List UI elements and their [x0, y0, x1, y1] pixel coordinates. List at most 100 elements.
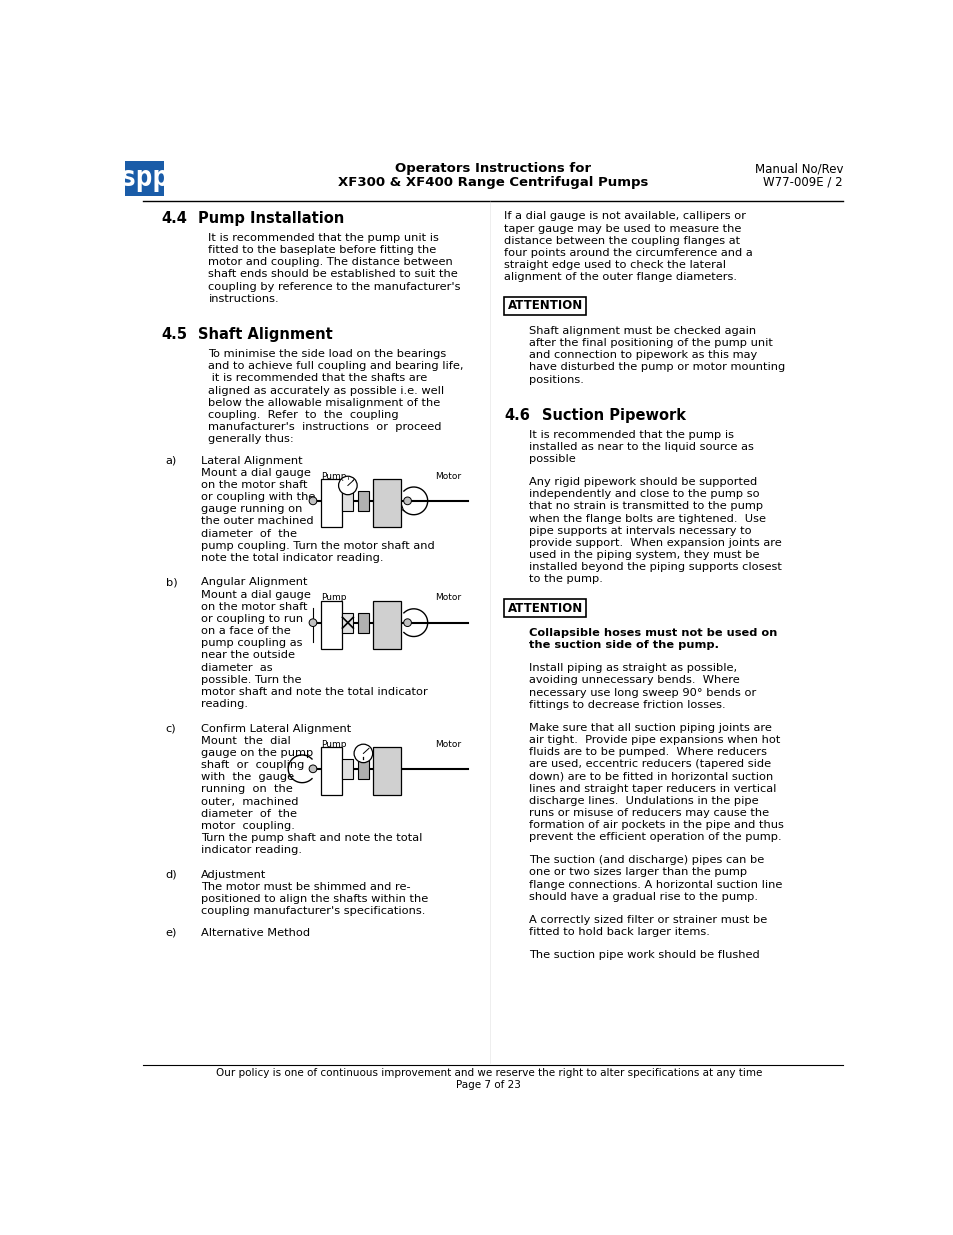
Text: Turn the pump shaft and note the total: Turn the pump shaft and note the total	[200, 834, 421, 844]
Bar	[504, 599, 585, 618]
Text: ATTENTION: ATTENTION	[507, 299, 582, 312]
Text: coupling by reference to the manufacturer's: coupling by reference to the manufacture…	[208, 282, 460, 291]
Circle shape	[309, 619, 316, 626]
Text: fluids are to be pumped.  Where reducers: fluids are to be pumped. Where reducers	[529, 747, 766, 757]
Text: taper gauge may be used to measure the: taper gauge may be used to measure the	[504, 224, 741, 233]
Text: after the final positioning of the pump unit: after the final positioning of the pump …	[529, 338, 772, 348]
Text: avoiding unnecessary bends.  Where: avoiding unnecessary bends. Where	[529, 676, 740, 685]
Text: Any rigid pipework should be supported: Any rigid pipework should be supported	[529, 477, 757, 487]
Text: d): d)	[166, 869, 177, 879]
Text: The suction pipe work should be flushed: The suction pipe work should be flushed	[529, 950, 760, 960]
Text: Shaft alignment must be checked again: Shaft alignment must be checked again	[529, 326, 756, 336]
Text: provide support.  When expansion joints are: provide support. When expansion joints a…	[529, 538, 781, 548]
Bar	[357, 613, 369, 632]
Text: to the pump.: to the pump.	[529, 574, 602, 584]
Text: b): b)	[166, 578, 177, 588]
Text: ATTENTION: ATTENTION	[507, 601, 582, 615]
Text: lines and straight taper reducers in vertical: lines and straight taper reducers in ver…	[529, 783, 776, 794]
Text: Lateral Alignment: Lateral Alignment	[200, 456, 302, 466]
Text: independently and close to the pump so: independently and close to the pump so	[529, 489, 759, 499]
Text: necessary use long sweep 90° bends or: necessary use long sweep 90° bends or	[529, 688, 756, 698]
Text: and to achieve full coupling and bearing life,: and to achieve full coupling and bearing…	[208, 361, 463, 372]
Text: Shaft Alignment: Shaft Alignment	[198, 327, 333, 342]
Text: fittings to decrease friction losses.: fittings to decrease friction losses.	[529, 700, 725, 710]
Text: Pump Installation: Pump Installation	[198, 211, 344, 226]
Bar	[342, 613, 353, 632]
Text: and connection to pipework as this may: and connection to pipework as this may	[529, 351, 757, 361]
Text: diameter  of  the: diameter of the	[200, 529, 296, 538]
Text: gauge running on: gauge running on	[200, 504, 302, 514]
Text: distance between the coupling flanges at: distance between the coupling flanges at	[504, 236, 740, 246]
Text: Mount a dial gauge: Mount a dial gauge	[200, 468, 310, 478]
Text: shaft ends should be established to suit the: shaft ends should be established to suit…	[208, 269, 457, 279]
Text: Confirm Lateral Alignment: Confirm Lateral Alignment	[200, 724, 351, 734]
Bar	[357, 490, 369, 511]
Text: 4.4: 4.4	[162, 211, 188, 226]
Text: manufacturer's  instructions  or  proceed: manufacturer's instructions or proceed	[208, 422, 441, 432]
Text: when the flange bolts are tightened.  Use: when the flange bolts are tightened. Use	[529, 514, 765, 524]
Text: four points around the circumference and a: four points around the circumference and…	[504, 248, 752, 258]
Text: possible. Turn the: possible. Turn the	[200, 674, 301, 684]
Text: runs or misuse of reducers may cause the: runs or misuse of reducers may cause the	[529, 808, 768, 818]
Bar	[320, 747, 342, 795]
Text: Pump: Pump	[320, 740, 346, 748]
Text: one or two sizes larger than the pump: one or two sizes larger than the pump	[529, 867, 746, 877]
Bar	[357, 758, 369, 779]
Text: formation of air pockets in the pipe and thus: formation of air pockets in the pipe and…	[529, 820, 783, 830]
Text: It is recommended that the pump unit is: It is recommended that the pump unit is	[208, 233, 438, 243]
Text: Collapsible hoses must not be used on: Collapsible hoses must not be used on	[529, 629, 777, 638]
Text: with  the  gauge: with the gauge	[200, 772, 294, 782]
Text: shaft  or  coupling: shaft or coupling	[200, 760, 304, 771]
Text: coupling manufacturer's specifications.: coupling manufacturer's specifications.	[200, 906, 424, 916]
Text: a): a)	[166, 456, 177, 466]
Text: pump coupling as: pump coupling as	[200, 638, 302, 648]
Text: indicator reading.: indicator reading.	[200, 845, 301, 855]
Text: 4.5: 4.5	[162, 327, 188, 342]
Text: pump coupling. Turn the motor shaft and: pump coupling. Turn the motor shaft and	[200, 541, 434, 551]
Text: or coupling with the: or coupling with the	[200, 492, 314, 503]
Text: If a dial gauge is not available, callipers or: If a dial gauge is not available, callip…	[504, 211, 745, 221]
Circle shape	[309, 764, 316, 773]
Text: should have a gradual rise to the pump.: should have a gradual rise to the pump.	[529, 892, 758, 902]
Text: spp: spp	[119, 164, 170, 193]
Bar	[504, 296, 585, 315]
Bar	[342, 490, 353, 511]
Text: are used, eccentric reducers (tapered side: are used, eccentric reducers (tapered si…	[529, 760, 771, 769]
Text: below the allowable misalignment of the: below the allowable misalignment of the	[208, 398, 440, 408]
Text: on the motor shaft: on the motor shaft	[200, 480, 307, 490]
Text: motor shaft and note the total indicator: motor shaft and note the total indicator	[200, 687, 427, 697]
Text: Pump: Pump	[320, 593, 346, 603]
Text: possible: possible	[529, 454, 576, 464]
Text: generally thus:: generally thus:	[208, 435, 294, 445]
Bar	[320, 479, 342, 527]
Text: motor  coupling.: motor coupling.	[200, 821, 294, 831]
Text: on the motor shaft: on the motor shaft	[200, 601, 307, 611]
Text: The motor must be shimmed and re-: The motor must be shimmed and re-	[200, 882, 410, 892]
Text: To minimise the side load on the bearings: To minimise the side load on the bearing…	[208, 350, 446, 359]
Text: Make sure that all suction piping joints are: Make sure that all suction piping joints…	[529, 722, 771, 732]
Text: reading.: reading.	[200, 699, 248, 709]
Text: Angular Alignment: Angular Alignment	[200, 578, 307, 588]
Text: have disturbed the pump or motor mounting: have disturbed the pump or motor mountin…	[529, 362, 784, 373]
Text: It is recommended that the pump is: It is recommended that the pump is	[529, 430, 734, 440]
Text: 4.6: 4.6	[504, 409, 530, 424]
Text: Motor: Motor	[435, 472, 461, 480]
Text: diameter  of  the: diameter of the	[200, 809, 296, 819]
Text: near the outside: near the outside	[200, 651, 294, 661]
Text: positioned to align the shafts within the: positioned to align the shafts within th…	[200, 894, 428, 904]
Text: prevent the efficient operation of the pump.: prevent the efficient operation of the p…	[529, 832, 781, 842]
Circle shape	[309, 496, 316, 505]
Text: or coupling to run: or coupling to run	[200, 614, 302, 624]
Text: used in the piping system, they must be: used in the piping system, they must be	[529, 550, 759, 561]
Circle shape	[338, 477, 356, 495]
Text: air tight.  Provide pipe expansions when hot: air tight. Provide pipe expansions when …	[529, 735, 780, 745]
Text: note the total indicator reading.: note the total indicator reading.	[200, 553, 383, 563]
Bar	[373, 601, 400, 648]
Text: down) are to be fitted in horizontal suction: down) are to be fitted in horizontal suc…	[529, 772, 773, 782]
Circle shape	[354, 745, 373, 763]
Bar	[125, 161, 164, 196]
Text: positions.: positions.	[529, 374, 583, 384]
Text: straight edge used to check the lateral: straight edge used to check the lateral	[504, 261, 725, 270]
Text: outer,  machined: outer, machined	[200, 797, 297, 806]
Text: Suction Pipework: Suction Pipework	[541, 409, 685, 424]
